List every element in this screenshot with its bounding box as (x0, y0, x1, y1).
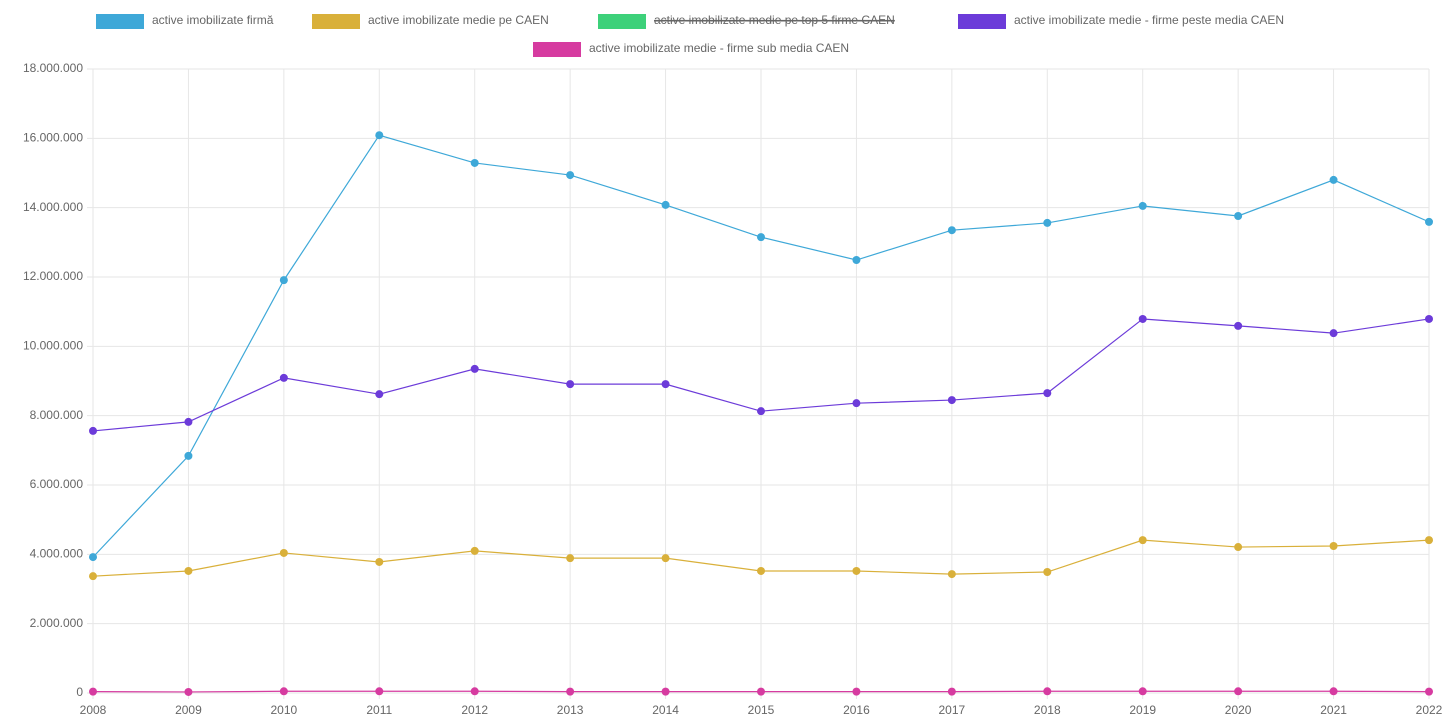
data-point (1234, 543, 1243, 552)
data-point (566, 687, 575, 696)
data-point (1234, 211, 1243, 220)
data-point (852, 399, 861, 408)
data-point (1043, 568, 1052, 577)
x-tick-label: 2014 (652, 703, 679, 717)
data-point (661, 554, 670, 563)
data-point (89, 426, 97, 435)
legend-swatch (533, 42, 581, 57)
y-tick-label: 16.000.000 (23, 131, 83, 145)
y-tick-label: 6.000.000 (30, 477, 84, 491)
data-point (184, 451, 193, 460)
y-tick-label: 10.000.000 (23, 339, 83, 353)
data-point (1425, 536, 1433, 545)
x-tick-label: 2017 (939, 703, 966, 717)
data-point (661, 687, 670, 696)
data-point (1234, 321, 1243, 330)
data-point (470, 546, 479, 555)
x-tick-label: 2016 (843, 703, 870, 717)
data-point (89, 553, 97, 562)
data-point (566, 380, 575, 389)
legend-label: active imobilizate medie - firme sub med… (589, 41, 849, 55)
data-point (661, 200, 670, 209)
x-tick-label: 2012 (461, 703, 488, 717)
y-tick-label: 8.000.000 (30, 408, 84, 422)
data-point (1138, 314, 1147, 323)
data-point (1329, 687, 1338, 696)
y-tick-label: 4.000.000 (30, 547, 84, 561)
data-point (852, 566, 861, 575)
data-point (661, 380, 670, 389)
data-point (470, 158, 479, 167)
data-point (1043, 687, 1052, 696)
y-tick-label: 18.000.000 (23, 61, 83, 75)
legend-label: active imobilizate firmă (152, 13, 274, 27)
x-tick-label: 2013 (557, 703, 584, 717)
data-point (757, 407, 765, 416)
legend-swatch (598, 14, 646, 29)
data-point (757, 566, 765, 575)
data-point (566, 554, 575, 563)
data-point (947, 687, 956, 696)
data-point (947, 396, 956, 405)
data-point (1425, 217, 1433, 226)
data-point (1043, 218, 1052, 227)
data-point (89, 572, 97, 581)
data-point (1329, 542, 1338, 551)
data-point (1329, 175, 1338, 184)
x-tick-label: 2019 (1129, 703, 1156, 717)
legend-label: active imobilizate medie - firme peste m… (1014, 13, 1284, 27)
data-point (184, 566, 193, 575)
y-tick-label: 0 (76, 685, 83, 699)
y-tick-label: 14.000.000 (23, 200, 83, 214)
y-tick-label: 12.000.000 (23, 269, 83, 283)
data-point (1043, 389, 1052, 398)
data-point (1234, 687, 1243, 696)
data-point (852, 256, 861, 265)
data-point (757, 687, 765, 696)
legend-swatch (96, 14, 144, 29)
data-point (89, 687, 97, 696)
data-point (1425, 687, 1433, 696)
x-tick-label: 2021 (1320, 703, 1347, 717)
x-tick-label: 2018 (1034, 703, 1061, 717)
x-tick-label: 2015 (748, 703, 775, 717)
data-point (375, 131, 384, 140)
x-tick-label: 2009 (175, 703, 202, 717)
data-point (279, 548, 288, 557)
data-point (279, 276, 288, 285)
x-tick-label: 2010 (271, 703, 298, 717)
x-tick-label: 2011 (366, 703, 392, 717)
data-point (1425, 314, 1433, 323)
data-point (1138, 201, 1147, 210)
data-point (470, 364, 479, 373)
data-point (1329, 329, 1338, 338)
data-point (1138, 536, 1147, 545)
x-tick-label: 2022 (1416, 703, 1443, 717)
data-point (947, 226, 956, 235)
x-tick-label: 2020 (1225, 703, 1252, 717)
data-point (375, 687, 384, 696)
legend-swatch (958, 14, 1006, 29)
data-point (1138, 687, 1147, 696)
data-point (184, 687, 193, 696)
legend-swatch (312, 14, 360, 29)
data-point (757, 233, 765, 242)
data-point (279, 373, 288, 382)
legend-label: active imobilizate medie pe top 5 firme … (654, 13, 895, 27)
data-point (375, 390, 384, 399)
data-point (852, 687, 861, 696)
y-tick-label: 2.000.000 (30, 616, 84, 630)
data-point (279, 687, 288, 696)
data-point (566, 171, 575, 180)
data-point (470, 687, 479, 696)
data-point (375, 557, 384, 566)
data-point (947, 570, 956, 579)
x-tick-label: 2008 (80, 703, 107, 717)
data-point (184, 417, 193, 426)
legend-label: active imobilizate medie pe CAEN (368, 13, 549, 27)
